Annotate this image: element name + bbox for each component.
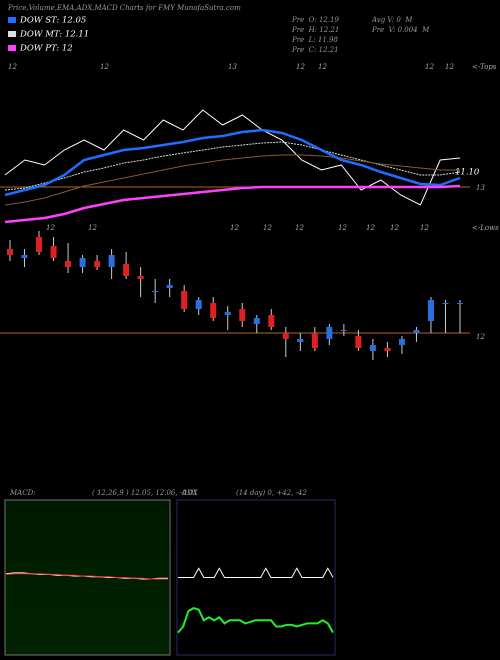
low-label: 12 xyxy=(46,224,55,232)
candle-body xyxy=(253,318,260,324)
panel-title: MACD: xyxy=(9,489,36,497)
price-label: 12 xyxy=(476,333,485,341)
legend-swatch xyxy=(8,17,16,23)
series-line xyxy=(5,573,168,580)
candle-body xyxy=(282,333,289,339)
series-line xyxy=(178,567,334,578)
panel-background xyxy=(5,500,169,655)
info-text: Pre L: 11.98 xyxy=(291,36,338,44)
low-label: 12 xyxy=(263,224,272,232)
legend-label: DOW ST: 12.05 xyxy=(19,16,86,26)
top-marker: <-Tops xyxy=(472,63,497,71)
candle-body xyxy=(457,303,463,304)
candle-body xyxy=(210,303,217,318)
candle-body xyxy=(398,339,405,345)
panel-subtitle: (14 day) 0, +42, -42 xyxy=(236,489,307,497)
candle-body xyxy=(297,339,304,342)
candle-body xyxy=(137,276,144,279)
panel-subtitle: ( 12,26,9 ) 12.05, 12.06, -0.01 xyxy=(92,489,198,497)
candle-body xyxy=(268,315,275,327)
low-label: 12 xyxy=(366,224,375,232)
low-label: 12 xyxy=(338,224,347,232)
candle-body xyxy=(413,330,420,333)
info-text: Pre O: 12.19 xyxy=(291,16,340,24)
series-line xyxy=(177,607,334,634)
top-label: 13 xyxy=(228,63,237,71)
legend-label: DOW MT: 12.11 xyxy=(19,30,89,40)
low-label: 12 xyxy=(88,224,97,232)
series-line xyxy=(4,141,461,191)
low-marker: <-Lows xyxy=(472,224,499,232)
adx-frame xyxy=(176,499,336,656)
price-label: 13 xyxy=(476,184,485,192)
candle-body xyxy=(36,237,43,252)
top-label: 12 xyxy=(425,63,434,71)
info-text: Avg V: 0 M xyxy=(371,16,413,24)
candle-body xyxy=(65,261,72,267)
top-label: 12 xyxy=(318,63,327,71)
candle-body xyxy=(442,303,449,304)
low-label: 12 xyxy=(390,224,399,232)
series-line xyxy=(4,128,461,197)
top-label: 12 xyxy=(296,63,305,71)
series-line xyxy=(4,154,460,206)
top-label: 12 xyxy=(8,63,17,71)
low-label: 12 xyxy=(420,224,429,232)
legend-swatch xyxy=(8,45,16,51)
candle-body xyxy=(195,300,202,309)
candle-body xyxy=(326,327,333,339)
candle-body xyxy=(340,330,347,331)
candle-body xyxy=(181,291,188,309)
candle-body xyxy=(7,249,13,255)
candle-body xyxy=(123,264,130,276)
candle-body xyxy=(50,246,57,258)
candle-body xyxy=(152,291,159,292)
info-text: Pre C: 12.21 xyxy=(291,46,339,54)
top-label: 12 xyxy=(445,63,454,71)
candle-body xyxy=(108,255,115,267)
legend-label: DOW PT: 12 xyxy=(19,44,73,54)
candle-body xyxy=(224,312,231,315)
candle-body xyxy=(311,333,318,348)
legend-swatch xyxy=(8,31,16,37)
series-line xyxy=(4,109,461,206)
candle-body xyxy=(239,309,246,321)
macd-frame xyxy=(4,499,171,656)
page-title: Price,Volume,EMA,ADX,MACD Charts for FMY… xyxy=(7,4,241,12)
candle-body xyxy=(369,345,376,351)
candle-body xyxy=(21,255,28,258)
candle-body xyxy=(384,348,391,351)
candle-body xyxy=(166,285,173,288)
top-label: 12 xyxy=(100,63,109,71)
candle-body xyxy=(94,261,101,267)
info-text: Pre H: 12.21 xyxy=(291,26,339,34)
info-text: Pre V: 0.004 M xyxy=(371,26,430,34)
low-label: 12 xyxy=(230,224,239,232)
low-label: 12 xyxy=(295,224,304,232)
price-label: 11.10 xyxy=(455,168,480,178)
candle-body xyxy=(427,300,434,321)
panel-title: ADX xyxy=(181,489,199,497)
candle-body xyxy=(79,258,86,267)
candle-body xyxy=(355,336,362,348)
series-line xyxy=(4,184,461,224)
